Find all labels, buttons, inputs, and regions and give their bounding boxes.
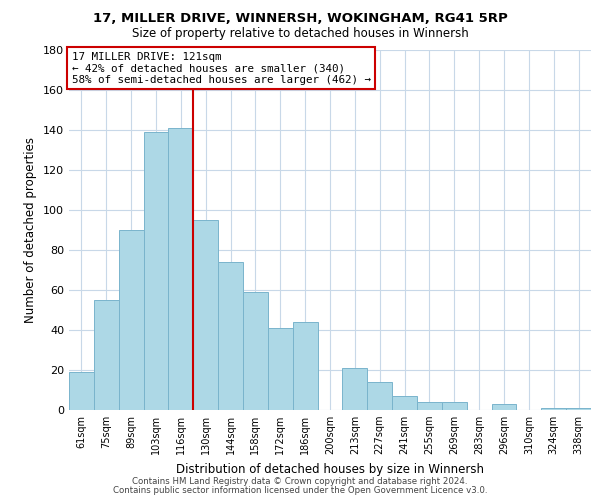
- Text: Contains public sector information licensed under the Open Government Licence v3: Contains public sector information licen…: [113, 486, 487, 495]
- Bar: [566, 408, 591, 410]
- Y-axis label: Number of detached properties: Number of detached properties: [25, 137, 37, 323]
- Bar: [268, 328, 293, 410]
- Bar: [218, 262, 243, 410]
- Text: 17, MILLER DRIVE, WINNERSH, WOKINGHAM, RG41 5RP: 17, MILLER DRIVE, WINNERSH, WOKINGHAM, R…: [92, 12, 508, 26]
- Bar: [243, 292, 268, 410]
- Bar: [367, 382, 392, 410]
- Bar: [94, 300, 119, 410]
- Bar: [343, 368, 367, 410]
- X-axis label: Distribution of detached houses by size in Winnersh: Distribution of detached houses by size …: [176, 462, 484, 475]
- Bar: [119, 230, 143, 410]
- Bar: [491, 404, 517, 410]
- Bar: [417, 402, 442, 410]
- Text: 17 MILLER DRIVE: 121sqm
← 42% of detached houses are smaller (340)
58% of semi-d: 17 MILLER DRIVE: 121sqm ← 42% of detache…: [71, 52, 371, 85]
- Text: Size of property relative to detached houses in Winnersh: Size of property relative to detached ho…: [131, 28, 469, 40]
- Bar: [442, 402, 467, 410]
- Bar: [169, 128, 193, 410]
- Bar: [392, 396, 417, 410]
- Bar: [293, 322, 317, 410]
- Bar: [193, 220, 218, 410]
- Text: Contains HM Land Registry data © Crown copyright and database right 2024.: Contains HM Land Registry data © Crown c…: [132, 477, 468, 486]
- Bar: [541, 408, 566, 410]
- Bar: [143, 132, 169, 410]
- Bar: [69, 372, 94, 410]
